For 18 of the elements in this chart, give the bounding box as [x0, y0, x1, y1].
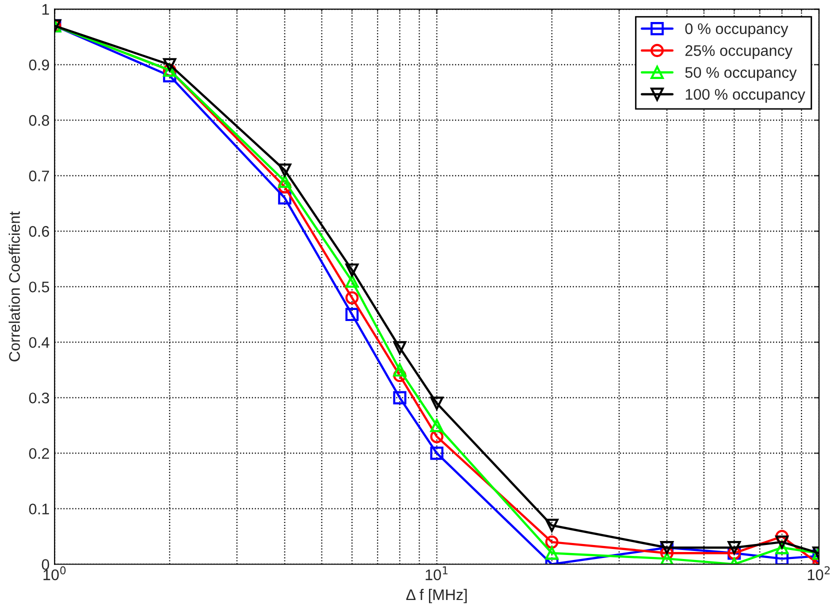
y-tick-label: 0.8 [29, 115, 50, 126]
legend-label: 50 % occupancy [685, 67, 797, 81]
y-tick-label: 1 [42, 4, 49, 15]
y-tick-label: 0.1 [29, 504, 49, 514]
x-tick-label: 10$^{2}$ [808, 566, 830, 580]
y-tick-label: 0.3 [29, 392, 50, 404]
x-axis-title: Δ f [MHz] [406, 588, 467, 604]
y-tick-label: 0.4 [29, 337, 50, 348]
legend-label: 100 % occupancy [686, 88, 806, 103]
x-tick-label: 10$^{1}$ [426, 566, 448, 580]
y-tick-label: 0.2 [29, 448, 49, 459]
y-axis-title: Correlation Coefficient [8, 211, 20, 362]
legend-label: 0 % occupancy [685, 23, 788, 38]
y-tick-label: 0.9 [29, 60, 50, 70]
y-tick-label: 0.5 [29, 282, 50, 292]
y-tick-label: 0.7 [29, 170, 49, 182]
legend-label: 25% occupancy [685, 45, 792, 60]
y-tick-label: 0.6 [29, 226, 50, 237]
